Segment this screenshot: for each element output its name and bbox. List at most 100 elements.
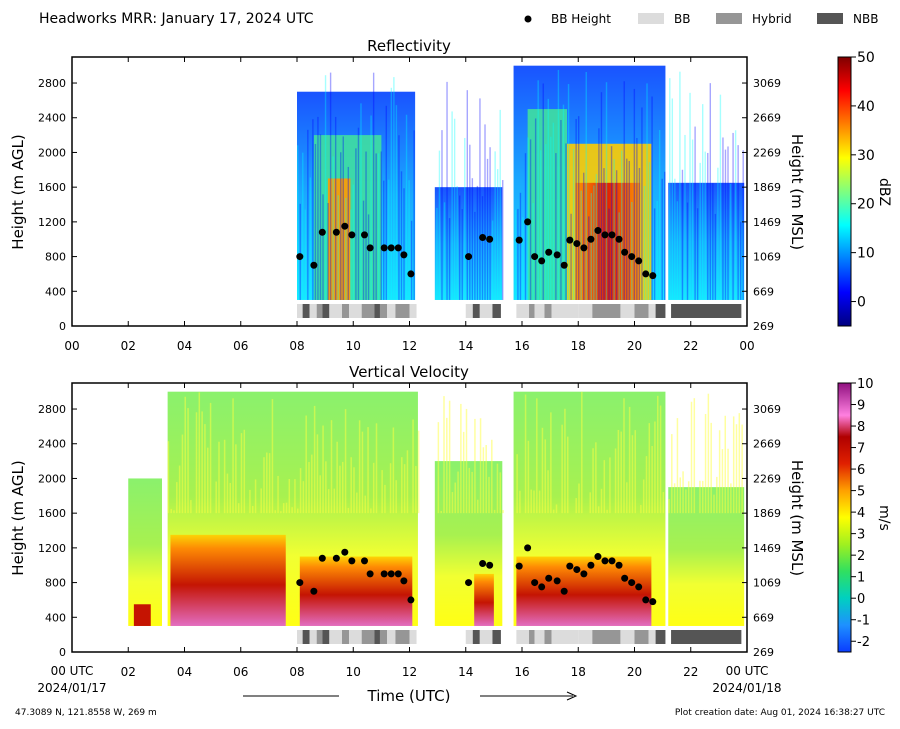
- bb-category-segment-nbb: [492, 630, 500, 644]
- velocity-streak: [415, 466, 417, 513]
- velocity-streak: [204, 424, 206, 513]
- bb-height-point: [609, 231, 616, 238]
- y-tick-label: 400: [45, 285, 66, 298]
- reflectivity-title: Reflectivity: [367, 37, 451, 55]
- x-tick-label: 22: [683, 339, 698, 353]
- velocity-streak: [345, 409, 347, 513]
- bb-category-segment-hybrid: [317, 630, 323, 644]
- reflectivity-streak: [302, 153, 303, 300]
- velocity-streak: [362, 432, 364, 514]
- bb-category-segment-hybrid: [380, 304, 387, 318]
- velocity-streak: [725, 416, 727, 513]
- bb-height-point: [516, 237, 523, 244]
- reflectivity-streak: [553, 123, 554, 300]
- reflectivity-streak: [717, 168, 718, 300]
- velocity-streak: [176, 482, 178, 513]
- reflectivity-streak: [740, 222, 741, 300]
- velocity-streak: [314, 406, 316, 513]
- reflectivity-streak: [436, 208, 437, 300]
- velocity-streak: [483, 447, 485, 513]
- velocity-streak: [187, 408, 189, 513]
- colorbar-tick-label: 3: [857, 528, 865, 543]
- bb-category-segment-bb: [349, 630, 362, 644]
- reflectivity-streak: [558, 70, 559, 300]
- velocity-streak: [643, 479, 645, 513]
- velocity-streak: [736, 424, 738, 513]
- bb-height-point: [628, 253, 635, 260]
- bb-height-point: [388, 570, 395, 577]
- velocity-streak: [547, 470, 549, 513]
- reflectivity-streak: [644, 186, 645, 300]
- reflectivity-streak: [489, 147, 490, 300]
- reflectivity-streak: [363, 201, 364, 300]
- bb-category-segment-hybrid: [592, 304, 620, 318]
- velocity-streak: [590, 492, 592, 513]
- bb-category-segment-bb: [387, 630, 395, 644]
- velocity-streak: [376, 423, 378, 513]
- bb-height-point: [319, 555, 326, 562]
- reflectivity-streak: [654, 208, 655, 300]
- velocity-streak: [308, 462, 310, 513]
- velocity-streak: [249, 490, 251, 513]
- bb-category-segment-nbb: [322, 630, 329, 644]
- bb-category-segment-bb: [516, 304, 529, 318]
- bb-category-segment-hybrid: [635, 630, 649, 644]
- reflectivity-streak: [317, 117, 318, 300]
- bb-category-segment-bb: [649, 304, 656, 318]
- reflectivity-streak: [307, 130, 308, 300]
- bb-category-segment-hybrid: [362, 304, 375, 318]
- velocity-streak: [390, 463, 392, 513]
- velocity-streak: [592, 448, 594, 513]
- velocity-streak: [277, 476, 279, 513]
- reflectivity-streak: [467, 90, 468, 300]
- velocity-streak: [190, 500, 192, 513]
- reflectivity-streak: [449, 218, 450, 300]
- reflectivity-streak: [712, 183, 713, 300]
- bb-category-segment-hybrid: [545, 630, 552, 644]
- reflectivity-streak: [598, 128, 599, 300]
- reflectivity-streak: [340, 152, 341, 300]
- x-tick-label: 00: [64, 339, 79, 353]
- reflectivity-streak: [330, 73, 331, 300]
- reflectivity-streak: [545, 144, 546, 300]
- bb-height-point: [516, 563, 523, 570]
- velocity-streak: [713, 495, 715, 514]
- velocity-streak: [671, 434, 673, 513]
- reflectivity-streak: [588, 216, 589, 300]
- velocity-streak: [618, 430, 620, 513]
- velocity-streak: [305, 416, 307, 514]
- y-tick-label-right: 269: [753, 646, 774, 659]
- x-tick-label: 16: [514, 665, 529, 679]
- reflectivity-streak: [679, 72, 680, 300]
- velocity-streak: [604, 460, 606, 513]
- reflectivity-streak: [583, 173, 584, 300]
- bb-height-point: [348, 557, 355, 564]
- colorbar-tick-label: 9: [857, 399, 865, 414]
- reflectivity-streak: [386, 106, 387, 300]
- bb-category-segment-hybrid: [529, 304, 535, 318]
- velocity-streak: [325, 461, 327, 513]
- reflectivity-streak: [487, 159, 488, 300]
- velocity-streak: [370, 508, 372, 513]
- velocity-streak: [297, 509, 299, 514]
- colorbar-tick-label: 40: [857, 99, 875, 115]
- velocity-field: [128, 392, 744, 626]
- x-tick-label: 04: [177, 665, 192, 679]
- reflectivity-streak: [535, 118, 536, 299]
- colorbar-tick-label: 6: [857, 463, 865, 478]
- y-tick-label: 1200: [38, 216, 66, 229]
- bb-category-segment-hybrid: [529, 630, 535, 644]
- colorbar-tick-label: 8: [857, 420, 865, 435]
- velocity-y-label-right: Height (m MSL): [788, 460, 806, 576]
- reflectivity-streak: [543, 83, 544, 299]
- velocity-streak: [694, 398, 696, 513]
- bb-height-point: [616, 562, 623, 569]
- bb-height-point: [616, 236, 623, 243]
- bb-height-point: [361, 557, 368, 564]
- bb-category-segment-bb: [480, 304, 493, 318]
- bb-height-point: [587, 562, 594, 569]
- bb-category-segment-bb: [578, 304, 592, 318]
- x-tick-label: 18: [571, 665, 586, 679]
- reflectivity-streak: [411, 221, 412, 300]
- velocity-streak: [218, 442, 220, 513]
